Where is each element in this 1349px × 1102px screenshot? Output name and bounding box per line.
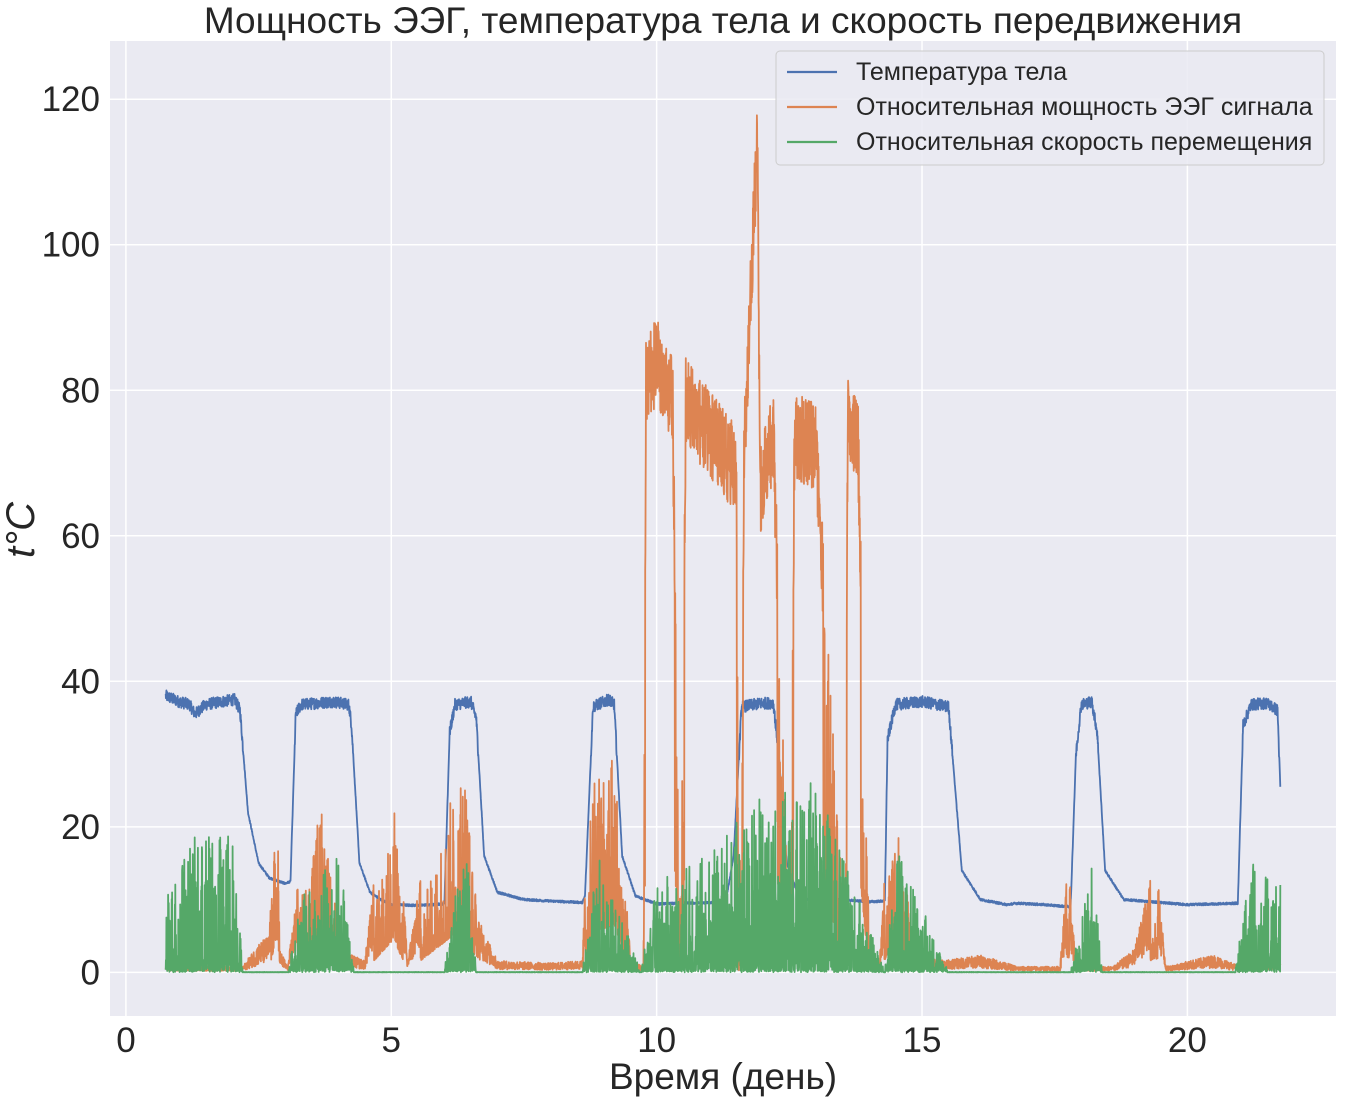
x-tick-label: 10 [637,1021,676,1060]
chart-title: Мощность ЭЭГ, температура тела и скорост… [204,0,1242,41]
y-tick-label: 80 [61,371,100,410]
x-tick-label: 0 [116,1021,135,1060]
x-tick-label: 20 [1168,1021,1207,1060]
x-axis-label: Время (день) [609,1056,837,1097]
grid [110,41,1336,1016]
series-line-2 [164,782,1282,974]
y-axis-label: t°C [0,501,43,558]
y-tick-label: 100 [42,226,100,265]
legend: Температура тела Относительная мощность Э… [775,50,1325,166]
legend-label: Температура тела [856,58,1067,86]
y-tick-labels: 0 20 40 60 80 100 120 [42,80,100,992]
y-tick-label: 0 [81,953,100,992]
y-tick-label: 40 [61,662,100,701]
x-tick-label: 5 [382,1021,401,1060]
series-layer [164,114,1282,974]
y-tick-label: 20 [61,808,100,847]
plot-background [110,41,1336,1016]
x-tick-label: 15 [903,1021,942,1060]
legend-box [775,50,1325,166]
x-tick-labels: 0 5 10 15 20 [116,1021,1207,1060]
y-tick-label: 120 [42,80,100,119]
y-tick-label: 60 [61,517,100,556]
legend-label: Относительная мощность ЭЭГ сигнала [856,93,1313,121]
legend-label: Относительная скорость перемещения [856,128,1312,156]
